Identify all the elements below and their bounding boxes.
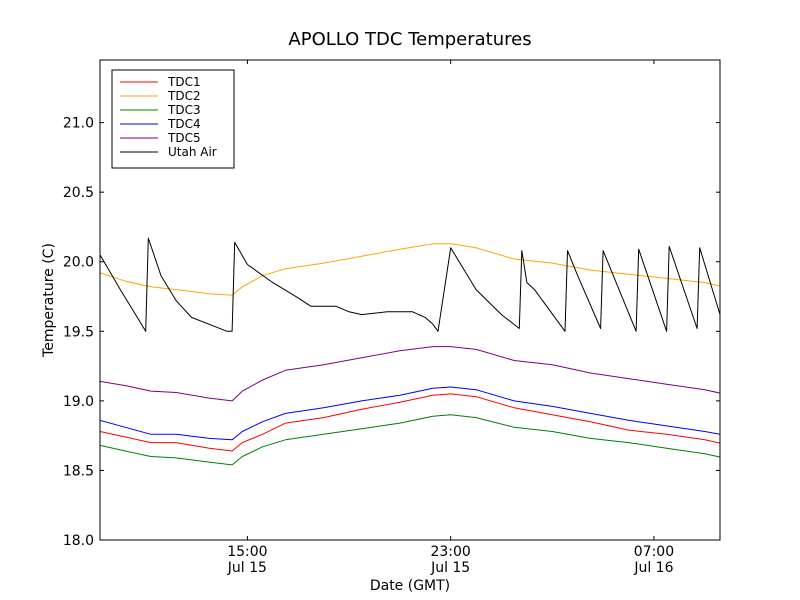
x-tick-time-label: 15:00 <box>227 544 267 560</box>
y-tick-label: 19.0 <box>63 394 94 410</box>
legend-label-tdc2: TDC2 <box>167 89 201 103</box>
legend-label-tdc1: TDC1 <box>167 75 201 89</box>
x-tick-date-label: Jul 16 <box>633 560 673 576</box>
series-line-tdc1 <box>100 393 720 452</box>
y-tick-label: 21.0 <box>63 116 94 132</box>
series-line-tdc2 <box>100 243 720 296</box>
legend-label-tdc3: TDC3 <box>167 103 201 117</box>
y-tick-label: 19.5 <box>63 324 94 340</box>
y-tick-label: 18.5 <box>63 463 94 479</box>
axes-frame <box>99 59 721 541</box>
x-tick-time-label: 23:00 <box>430 544 470 560</box>
y-tick-label: 20.5 <box>63 185 94 201</box>
y-axis-label: Temperature (C) <box>41 243 57 358</box>
legend-label-tdc4: TDC4 <box>167 117 201 131</box>
legend-label-tdc5: TDC5 <box>167 131 201 145</box>
x-tick-date-label: Jul 15 <box>227 560 267 576</box>
series-line-utah-air <box>100 237 720 332</box>
x-axis-label: Date (GMT) <box>370 578 450 594</box>
chart-title: APOLLO TDC Temperatures <box>288 29 531 50</box>
y-tick-label: 20.0 <box>63 255 94 271</box>
series-group <box>100 237 720 466</box>
series-line-tdc5 <box>100 346 720 402</box>
x-tick-date-label: Jul 15 <box>430 560 470 576</box>
x-tick-time-label: 07:00 <box>634 544 674 560</box>
series-line-tdc3 <box>100 414 720 466</box>
plot-area <box>100 237 720 466</box>
y-tick-label: 18.0 <box>63 533 94 549</box>
legend-label-utah-air: Utah Air <box>168 145 217 159</box>
series-line-tdc4 <box>100 386 720 441</box>
